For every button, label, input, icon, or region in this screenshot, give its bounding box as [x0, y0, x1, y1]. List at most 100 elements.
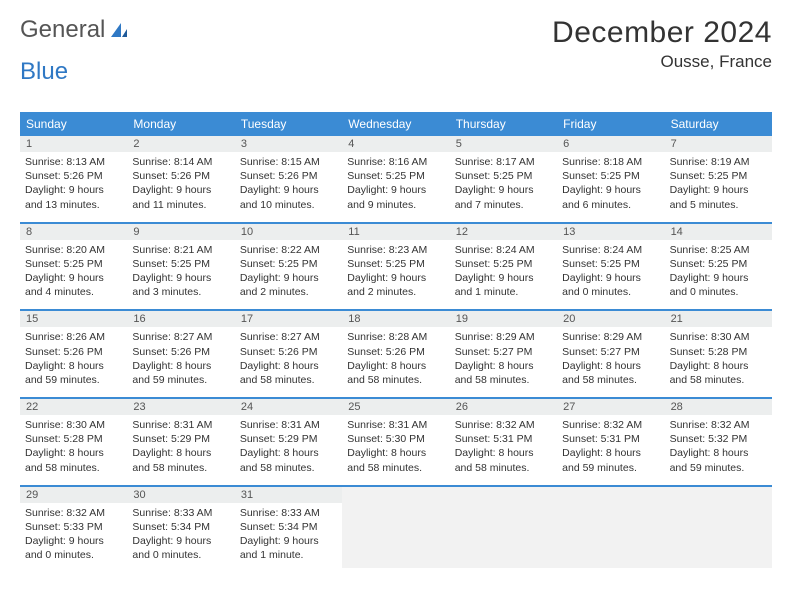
empty-daynum	[450, 487, 557, 503]
day-cell: Sunrise: 8:30 AMSunset: 5:28 PMDaylight:…	[20, 415, 127, 481]
daylight-text-1: Daylight: 9 hours	[240, 183, 337, 197]
sunrise-text: Sunrise: 8:27 AM	[240, 330, 337, 344]
sunset-text: Sunset: 5:30 PM	[347, 432, 444, 446]
daylight-text-1: Daylight: 9 hours	[670, 271, 767, 285]
daylight-text-2: and 58 minutes.	[240, 461, 337, 475]
day-header: Tuesday	[235, 112, 342, 136]
logo-sail-icon	[109, 21, 129, 39]
sunset-text: Sunset: 5:26 PM	[25, 345, 122, 359]
day-number: 18	[342, 311, 449, 327]
sunrise-text: Sunrise: 8:19 AM	[670, 155, 767, 169]
sunrise-text: Sunrise: 8:29 AM	[455, 330, 552, 344]
daylight-text-2: and 4 minutes.	[25, 285, 122, 299]
day-cell: Sunrise: 8:24 AMSunset: 5:25 PMDaylight:…	[557, 240, 664, 306]
daylight-text-1: Daylight: 8 hours	[240, 446, 337, 460]
daylight-text-2: and 2 minutes.	[347, 285, 444, 299]
day-cell: Sunrise: 8:17 AMSunset: 5:25 PMDaylight:…	[450, 152, 557, 218]
sunset-text: Sunset: 5:26 PM	[132, 345, 229, 359]
day-number: 12	[450, 224, 557, 240]
daylight-text-1: Daylight: 8 hours	[132, 446, 229, 460]
daylight-text-2: and 59 minutes.	[25, 373, 122, 387]
day-cell: Sunrise: 8:23 AMSunset: 5:25 PMDaylight:…	[342, 240, 449, 306]
day-cell: Sunrise: 8:22 AMSunset: 5:25 PMDaylight:…	[235, 240, 342, 306]
day-cell: Sunrise: 8:20 AMSunset: 5:25 PMDaylight:…	[20, 240, 127, 306]
day-cell: Sunrise: 8:32 AMSunset: 5:33 PMDaylight:…	[20, 503, 127, 569]
empty-daynum	[665, 487, 772, 503]
daylight-text-1: Daylight: 9 hours	[455, 271, 552, 285]
day-cell: Sunrise: 8:24 AMSunset: 5:25 PMDaylight:…	[450, 240, 557, 306]
daylight-text-2: and 3 minutes.	[132, 285, 229, 299]
daylight-text-1: Daylight: 8 hours	[455, 359, 552, 373]
daylight-text-2: and 58 minutes.	[562, 373, 659, 387]
day-header: Thursday	[450, 112, 557, 136]
logo-word-general: General	[20, 16, 105, 44]
day-number: 16	[127, 311, 234, 327]
day-number: 1	[20, 136, 127, 152]
daylight-text-1: Daylight: 9 hours	[562, 271, 659, 285]
sunset-text: Sunset: 5:31 PM	[562, 432, 659, 446]
sunrise-text: Sunrise: 8:33 AM	[240, 506, 337, 520]
sunrise-text: Sunrise: 8:27 AM	[132, 330, 229, 344]
daylight-text-1: Daylight: 9 hours	[25, 271, 122, 285]
day-cell: Sunrise: 8:28 AMSunset: 5:26 PMDaylight:…	[342, 327, 449, 393]
day-header: Monday	[127, 112, 234, 136]
daylight-text-2: and 58 minutes.	[455, 373, 552, 387]
day-header: Friday	[557, 112, 664, 136]
empty-daynum	[557, 487, 664, 503]
day-number: 15	[20, 311, 127, 327]
day-cell: Sunrise: 8:29 AMSunset: 5:27 PMDaylight:…	[450, 327, 557, 393]
sunrise-text: Sunrise: 8:32 AM	[562, 418, 659, 432]
day-number: 20	[557, 311, 664, 327]
day-cell: Sunrise: 8:13 AMSunset: 5:26 PMDaylight:…	[20, 152, 127, 218]
sunrise-text: Sunrise: 8:32 AM	[25, 506, 122, 520]
sunrise-text: Sunrise: 8:15 AM	[240, 155, 337, 169]
daylight-text-2: and 0 minutes.	[562, 285, 659, 299]
calendar-grid: SundayMondayTuesdayWednesdayThursdayFrid…	[20, 112, 772, 568]
day-number: 2	[127, 136, 234, 152]
day-cell: Sunrise: 8:26 AMSunset: 5:26 PMDaylight:…	[20, 327, 127, 393]
daylight-text-1: Daylight: 9 hours	[347, 183, 444, 197]
day-number: 26	[450, 399, 557, 415]
day-cell: Sunrise: 8:14 AMSunset: 5:26 PMDaylight:…	[127, 152, 234, 218]
sunset-text: Sunset: 5:28 PM	[670, 345, 767, 359]
daylight-text-1: Daylight: 9 hours	[562, 183, 659, 197]
daylight-text-2: and 58 minutes.	[132, 461, 229, 475]
day-number: 14	[665, 224, 772, 240]
day-number: 24	[235, 399, 342, 415]
day-number: 19	[450, 311, 557, 327]
sunset-text: Sunset: 5:33 PM	[25, 520, 122, 534]
day-number: 31	[235, 487, 342, 503]
day-number: 8	[20, 224, 127, 240]
day-number: 21	[665, 311, 772, 327]
empty-cell	[450, 503, 557, 569]
day-number: 4	[342, 136, 449, 152]
daylight-text-1: Daylight: 8 hours	[132, 359, 229, 373]
sunset-text: Sunset: 5:25 PM	[670, 169, 767, 183]
sunrise-text: Sunrise: 8:32 AM	[670, 418, 767, 432]
day-cell: Sunrise: 8:32 AMSunset: 5:31 PMDaylight:…	[450, 415, 557, 481]
day-cell: Sunrise: 8:31 AMSunset: 5:29 PMDaylight:…	[127, 415, 234, 481]
daylight-text-1: Daylight: 9 hours	[25, 183, 122, 197]
sunset-text: Sunset: 5:25 PM	[455, 169, 552, 183]
daylight-text-2: and 6 minutes.	[562, 198, 659, 212]
logo: General	[20, 16, 131, 44]
daylight-text-2: and 58 minutes.	[347, 461, 444, 475]
daylight-text-2: and 10 minutes.	[240, 198, 337, 212]
daylight-text-1: Daylight: 9 hours	[132, 534, 229, 548]
daylight-text-1: Daylight: 8 hours	[670, 446, 767, 460]
sunset-text: Sunset: 5:25 PM	[670, 257, 767, 271]
sunrise-text: Sunrise: 8:32 AM	[455, 418, 552, 432]
daylight-text-1: Daylight: 9 hours	[240, 271, 337, 285]
empty-cell	[557, 503, 664, 569]
sunrise-text: Sunrise: 8:29 AM	[562, 330, 659, 344]
day-number: 10	[235, 224, 342, 240]
daylight-text-1: Daylight: 8 hours	[25, 359, 122, 373]
sunrise-text: Sunrise: 8:16 AM	[347, 155, 444, 169]
empty-cell	[342, 503, 449, 569]
day-number: 5	[450, 136, 557, 152]
day-number: 27	[557, 399, 664, 415]
sunset-text: Sunset: 5:34 PM	[240, 520, 337, 534]
day-cell: Sunrise: 8:25 AMSunset: 5:25 PMDaylight:…	[665, 240, 772, 306]
daylight-text-1: Daylight: 9 hours	[132, 183, 229, 197]
sunset-text: Sunset: 5:34 PM	[132, 520, 229, 534]
